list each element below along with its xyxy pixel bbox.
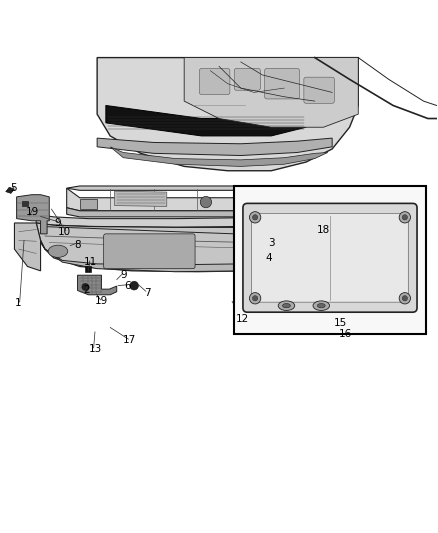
FancyBboxPatch shape	[199, 68, 230, 94]
Polygon shape	[106, 106, 306, 136]
Text: 18: 18	[317, 224, 330, 235]
Text: 9: 9	[55, 218, 61, 228]
FancyBboxPatch shape	[252, 213, 408, 302]
Circle shape	[402, 296, 407, 301]
FancyBboxPatch shape	[265, 68, 300, 99]
Polygon shape	[97, 58, 358, 171]
FancyBboxPatch shape	[234, 68, 260, 90]
Polygon shape	[110, 147, 328, 166]
Polygon shape	[17, 195, 49, 234]
Circle shape	[253, 296, 258, 301]
Text: 15: 15	[334, 318, 347, 328]
Polygon shape	[14, 223, 41, 271]
Polygon shape	[184, 58, 358, 127]
Text: 12: 12	[237, 314, 250, 324]
Bar	[80, 199, 97, 208]
Text: 10: 10	[58, 227, 71, 237]
Polygon shape	[36, 220, 297, 272]
Polygon shape	[36, 212, 297, 228]
Bar	[85, 266, 91, 272]
Polygon shape	[297, 189, 315, 213]
Polygon shape	[97, 138, 332, 156]
Ellipse shape	[283, 303, 290, 308]
Text: 8: 8	[74, 240, 81, 250]
Text: 7: 7	[144, 288, 151, 297]
Text: 9: 9	[120, 270, 127, 280]
Ellipse shape	[248, 247, 268, 260]
Text: 4: 4	[266, 253, 272, 263]
Circle shape	[253, 215, 258, 220]
Circle shape	[82, 284, 89, 290]
Polygon shape	[6, 187, 14, 193]
Ellipse shape	[48, 245, 68, 257]
Polygon shape	[67, 202, 315, 217]
Polygon shape	[304, 318, 311, 324]
Text: 16: 16	[339, 329, 352, 339]
FancyBboxPatch shape	[304, 77, 334, 103]
Ellipse shape	[313, 301, 329, 310]
Polygon shape	[67, 188, 315, 211]
Text: 6: 6	[124, 281, 131, 291]
Text: 13: 13	[88, 344, 102, 354]
Circle shape	[399, 293, 410, 304]
Circle shape	[250, 212, 261, 223]
Polygon shape	[67, 186, 315, 193]
Circle shape	[402, 215, 407, 220]
FancyBboxPatch shape	[243, 204, 417, 312]
Text: 19: 19	[26, 207, 39, 217]
FancyBboxPatch shape	[104, 234, 195, 269]
Text: 11: 11	[84, 257, 97, 267]
Circle shape	[250, 293, 261, 304]
Text: 3: 3	[268, 238, 275, 247]
Circle shape	[200, 197, 212, 208]
Text: 5: 5	[10, 183, 17, 193]
Bar	[234, 186, 426, 334]
Bar	[22, 201, 28, 206]
Polygon shape	[41, 240, 297, 272]
Polygon shape	[78, 275, 117, 295]
Ellipse shape	[318, 303, 325, 308]
Text: 17: 17	[123, 335, 136, 345]
Circle shape	[399, 212, 410, 223]
Text: 19: 19	[95, 296, 108, 306]
Polygon shape	[115, 191, 167, 206]
Ellipse shape	[278, 301, 295, 310]
Circle shape	[130, 281, 138, 290]
Text: 1: 1	[14, 298, 21, 309]
Text: 2: 2	[83, 286, 89, 295]
